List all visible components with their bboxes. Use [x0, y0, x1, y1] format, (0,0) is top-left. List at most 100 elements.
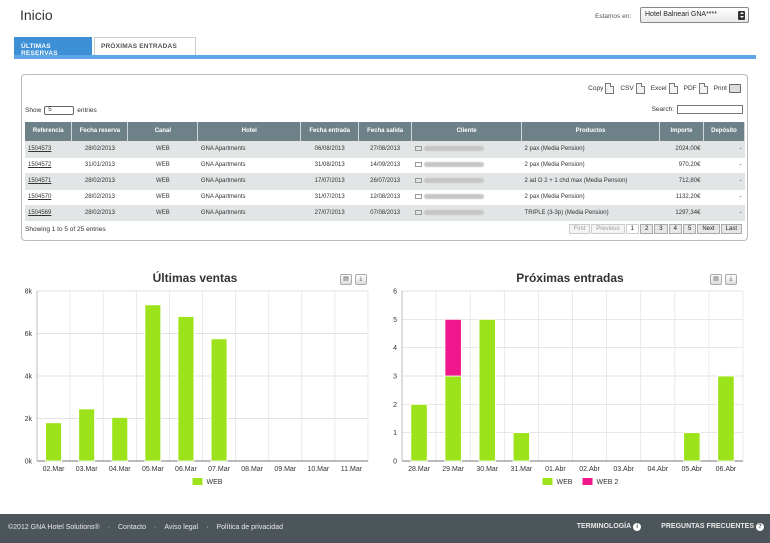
pager-page-1[interactable]: 1 — [625, 224, 639, 234]
page-length-select[interactable]: 5 — [44, 106, 75, 115]
bar-web[interactable] — [512, 432, 530, 462]
col-referencia[interactable]: Referencia — [25, 122, 73, 141]
pager-previous[interactable]: Previous — [591, 224, 625, 234]
x-tick-label: 30.Mar — [476, 466, 498, 473]
excel-button[interactable]: Excel — [651, 83, 678, 94]
chart-actions: ▤ ⤓ — [710, 274, 737, 285]
col-deposito[interactable]: Depósito — [703, 122, 746, 141]
cell-deposito: - — [703, 172, 745, 189]
csv-button[interactable]: CSV — [620, 83, 645, 94]
bar-web[interactable] — [78, 408, 95, 462]
col-fecha-reserva[interactable]: Fecha reserva — [71, 122, 129, 141]
bar-web[interactable] — [144, 304, 162, 462]
cell-fecha-salida: 26/07/2013 — [358, 172, 412, 189]
cell-hotel: GNA Apartments — [197, 172, 301, 189]
page-title: Inicio — [20, 7, 53, 23]
footer-link-contacto[interactable]: Contacto — [118, 524, 147, 531]
cell-canal: WEB — [127, 188, 198, 205]
hotel-select[interactable]: Hotel Balneari GNA**** — [640, 7, 749, 23]
reference-link[interactable]: 1504571 — [28, 178, 52, 184]
bar-web[interactable] — [444, 375, 462, 462]
x-tick-label: 08.Mar — [241, 466, 263, 473]
download-chart-icon[interactable]: ⤓ — [725, 274, 737, 285]
footer-copyright: ©2012 GNA Hotel Solutions® — [8, 524, 100, 531]
pdf-button[interactable]: PDF — [684, 83, 708, 94]
pager-first[interactable]: First — [568, 224, 591, 234]
cell-cliente — [411, 188, 522, 205]
footer-link-privacidad[interactable]: Política de privacidad — [216, 524, 283, 531]
y-tick-label: 0 — [393, 459, 397, 466]
reference-link[interactable]: 1504570 — [28, 194, 52, 200]
y-tick-label: 6 — [393, 289, 397, 296]
client-card-icon — [414, 210, 422, 216]
cell-importe: 2024,00€ — [659, 140, 704, 157]
print-button[interactable]: Print — [714, 84, 741, 93]
client-card-icon — [414, 161, 422, 167]
bar-web-2[interactable] — [444, 318, 462, 377]
cell-fecha-salida: 14/09/2013 — [358, 156, 412, 173]
search-control: Search: — [652, 105, 743, 114]
tab-proximas-entradas[interactable]: PRÓXIMAS ENTRADAS — [94, 37, 196, 55]
legend-label[interactable]: WEB 2 — [597, 479, 619, 486]
col-hotel[interactable]: Hotel — [197, 122, 302, 141]
terminologia-link[interactable]: TERMINOLOGÍA i — [577, 523, 642, 531]
print-chart-icon[interactable]: ▤ — [340, 274, 352, 285]
bar-web[interactable] — [410, 403, 428, 462]
cell-fecha-entrada: 06/08/2013 — [300, 140, 359, 157]
cell-canal: WEB — [127, 156, 198, 173]
cell-producto: 2 ad O 2 + 1 chd max (Media Pension) — [521, 172, 660, 189]
tab-ultimas-reservas[interactable]: ÚLTIMAS RESERVAS — [14, 37, 92, 57]
reference-link[interactable]: 1504569 — [28, 210, 52, 217]
page-length-control: Show 5 entries — [25, 106, 97, 115]
bar-web[interactable] — [45, 422, 62, 462]
chart-title: Últimas ventas — [152, 271, 238, 285]
cell-canal: WEB — [127, 204, 198, 221]
copy-button[interactable]: Copy — [588, 83, 615, 94]
print-chart-icon[interactable]: ▤ — [710, 274, 722, 285]
cell-fecha-salida: 12/08/2013 — [358, 188, 412, 205]
x-tick-label: 03.Mar — [76, 466, 98, 473]
cell-deposito: - — [703, 204, 745, 221]
x-tick-label: 04.Mar — [109, 466, 131, 473]
col-fecha-entrada[interactable]: Fecha entrada — [300, 122, 360, 141]
cell-cliente — [411, 156, 522, 173]
legend-label[interactable]: WEB — [207, 479, 223, 486]
x-tick-label: 06.Mar — [175, 466, 197, 473]
bar-web[interactable] — [210, 338, 228, 462]
bar-web[interactable] — [683, 432, 701, 462]
bar-web[interactable] — [717, 375, 735, 462]
bar-web[interactable] — [177, 316, 195, 462]
col-cliente[interactable]: Cliente — [411, 122, 523, 141]
reference-link[interactable]: 1504573 — [28, 146, 52, 152]
download-chart-icon[interactable]: ⤓ — [355, 274, 367, 285]
export-toolbar: Copy CSV Excel PDF Print — [588, 83, 741, 94]
pager-next[interactable]: Next — [697, 224, 720, 234]
page-header: Inicio Estamos en: Hotel Balneari GNA***… — [0, 0, 770, 32]
preguntas-link[interactable]: PREGUNTAS FRECUENTES? — [661, 523, 764, 531]
pager-page-3[interactable]: 3 — [654, 224, 668, 234]
cell-hotel: GNA Apartments — [197, 140, 301, 157]
legend-label[interactable]: WEB — [557, 479, 573, 486]
cell-producto: 2 pax (Media Pension) — [521, 140, 660, 157]
footer: ©2012 GNA Hotel Solutions® · Contacto · … — [0, 514, 770, 543]
cell-fecha-reserva: 28/02/2013 — [71, 172, 128, 189]
chart-proximas-entradas: Próximas entradas ▤ ⤓ 0 1 2 3 4 5 6 28.Mar 29.Ma… — [390, 265, 750, 490]
search-input[interactable] — [677, 105, 743, 114]
client-card-icon — [414, 145, 422, 151]
col-productos[interactable]: Productos — [521, 122, 660, 141]
col-fecha-salida[interactable]: Fecha salida — [358, 122, 413, 141]
bar-web[interactable] — [111, 417, 129, 462]
footer-link-aviso-legal[interactable]: Aviso legal — [164, 524, 199, 531]
reference-link[interactable]: 1504572 — [28, 162, 52, 168]
redacted-client-name — [423, 161, 484, 167]
pager-page-5[interactable]: 5 — [682, 224, 697, 234]
x-tick-label: 02.Mar — [43, 466, 65, 473]
bar-web[interactable] — [478, 318, 496, 462]
col-canal[interactable]: Canal — [127, 122, 199, 141]
pager-page-4[interactable]: 4 — [668, 224, 682, 234]
col-importe[interactable]: Importe — [659, 122, 704, 141]
pager-page-2[interactable]: 2 — [639, 224, 654, 234]
entries-label: entries — [77, 107, 97, 114]
pager-last[interactable]: Last — [720, 224, 742, 234]
select-arrows-icon — [738, 11, 745, 20]
